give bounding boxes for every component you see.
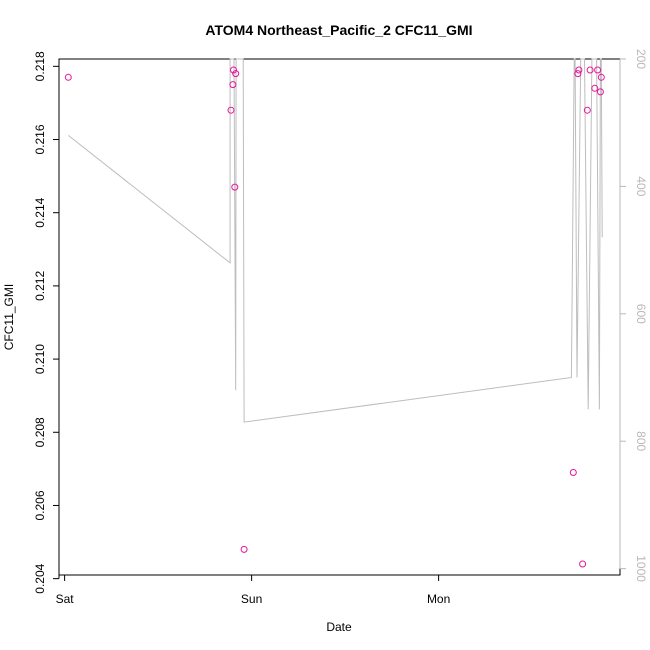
data-point	[574, 70, 582, 78]
y-tick-label: 0.208	[33, 417, 47, 447]
y2-tick-label: 200	[634, 49, 648, 69]
data-point	[583, 106, 591, 114]
y2-tick-label: 800	[634, 431, 648, 451]
y-tick-label: 0.204	[33, 563, 47, 593]
data-point	[569, 469, 577, 476]
x-axis: Sat Sun Mon	[56, 574, 450, 606]
data-point	[575, 66, 583, 74]
y-tick-label: 0.210	[33, 344, 47, 374]
x-tick-label: Sun	[241, 592, 262, 606]
data-point	[579, 560, 587, 568]
data-point	[594, 66, 602, 74]
data-point	[596, 88, 604, 96]
data-point	[229, 81, 237, 89]
data-point	[597, 73, 605, 81]
y-tick-label: 0.214	[33, 197, 47, 227]
plot-area	[58, 58, 621, 576]
y-tick-label: 0.216	[33, 124, 47, 154]
data-point	[232, 70, 240, 78]
y-axis-label: CFC11_GMI	[2, 284, 16, 350]
data-point	[230, 66, 237, 74]
y-axis-left: 0.204 0.206 0.208 0.210 0.212 0.214 0.216 0.218	[33, 51, 60, 594]
series-line	[67, 58, 603, 423]
data-point	[591, 84, 599, 92]
y2-tick-label: 600	[634, 304, 648, 324]
x-axis-label: Date	[326, 620, 352, 634]
data-point	[231, 183, 239, 191]
data-point	[227, 106, 235, 114]
line-series	[67, 58, 603, 423]
point-series	[64, 66, 605, 568]
chart-title: ATOM4 Northeast_Pacific_2 CFC11_GMI	[205, 22, 472, 38]
data-point	[240, 545, 248, 553]
y2-tick-label: 1000	[634, 555, 648, 582]
y-tick-label: 0.212	[33, 271, 47, 301]
x-tick-label: Mon	[427, 592, 450, 606]
x-tick-label: Sat	[56, 592, 75, 606]
data-point	[64, 73, 72, 81]
data-point	[586, 66, 594, 74]
y2-tick-label: 400	[634, 176, 648, 196]
y-axis-right: 200 400 600 800 1000	[619, 49, 648, 582]
y-tick-label: 0.206	[33, 490, 47, 520]
y-tick-label: 0.218	[33, 51, 47, 81]
